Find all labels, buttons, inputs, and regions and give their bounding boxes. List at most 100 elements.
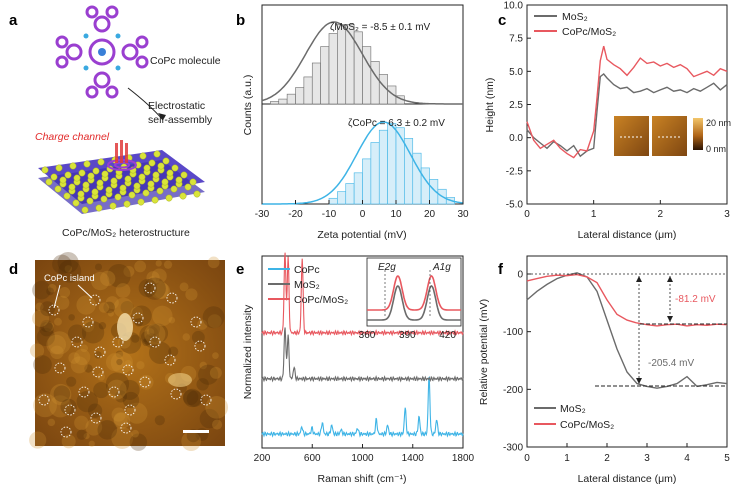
b-bar <box>404 138 414 205</box>
e-inset-tick-label: 360 <box>359 330 376 341</box>
e-inset-line <box>367 285 461 321</box>
panel-letter-c: c <box>498 12 506 29</box>
e-inset-tick-label: 390 <box>399 330 416 341</box>
f-xtick-label: 0 <box>524 453 530 464</box>
copc-island-circle <box>78 386 90 398</box>
f-legend-mos2: MoS₂ <box>560 403 586 415</box>
b-bar <box>337 191 347 205</box>
c-ytick-label: 0.0 <box>509 133 523 144</box>
panel-letter-e: e <box>236 261 244 278</box>
panel-letter-b: b <box>236 12 245 29</box>
copc-island-circle <box>90 412 102 424</box>
e-xtick-label: 1000 <box>351 453 374 464</box>
c-legend: MoS₂ CoPc/MoS₂ <box>534 11 616 38</box>
b-bar <box>387 123 397 205</box>
copc-island-circle <box>89 294 101 306</box>
f-xtick-label: 1 <box>564 453 570 464</box>
charge-channel-beam <box>115 140 128 163</box>
c-xtick-label: 3 <box>724 209 730 220</box>
b-bar <box>270 101 280 105</box>
e-xtick-label: 200 <box>254 453 271 464</box>
c-ytick-label: -5.0 <box>506 200 524 211</box>
c-ytick-label: 5.0 <box>509 67 523 78</box>
panel-f: f 0 1 2 3 4 5 0 -100 -200 -300 -81.2 mV -205.4 mV… <box>478 255 730 485</box>
copc-molecule-icon <box>55 5 149 99</box>
f-annotation-lines <box>527 273 727 387</box>
heterostructure-illustration <box>38 140 205 214</box>
f-ytick-label: -100 <box>503 327 523 338</box>
copc-island-circle <box>122 364 134 376</box>
copc-island-circle <box>149 336 161 348</box>
copc-island-circle <box>60 426 72 438</box>
b-xlabel: Zeta potential (mV) <box>317 229 406 241</box>
copc-island-markers <box>38 282 212 438</box>
plot-frame-c <box>526 4 728 205</box>
b-bar <box>387 85 397 105</box>
f-series-line <box>526 273 728 327</box>
b-bar <box>311 62 321 105</box>
copc-island-circle <box>48 304 60 316</box>
c-inset-afm-images: 20 nm 0 nm <box>614 116 731 156</box>
b-bar <box>395 127 405 205</box>
e-ylabel: Normalized intensity <box>242 304 254 399</box>
f-annotation-red: -81.2 mV <box>675 294 716 305</box>
copc-island-circle <box>194 340 206 352</box>
copc-island-circle <box>190 316 202 328</box>
copc-island-circle <box>164 354 176 366</box>
b-bar <box>320 46 330 105</box>
plot-frame-f <box>526 255 728 448</box>
scale-bottom-label: 0 nm <box>706 144 726 154</box>
f-xtick-label: 3 <box>644 453 650 464</box>
b-bar <box>370 61 380 105</box>
copc-island-circle <box>166 292 178 304</box>
zeta-copc-annotation: ζCoPc = 6.3 ± 0.2 mV <box>348 118 445 129</box>
f-ytick-label: -300 <box>503 443 523 454</box>
heterostructure-label: CoPc/MoS₂ heterostructure <box>62 227 190 239</box>
f-ytick-label: 0 <box>517 270 523 281</box>
copc-island-circle <box>92 366 104 378</box>
inset-color-scale <box>693 118 703 150</box>
c-ytick-label: 7.5 <box>509 34 523 45</box>
copc-island-circle <box>200 394 212 406</box>
e-xlabel: Raman shift (cm⁻¹) <box>318 473 407 485</box>
copc-island-circle <box>71 336 83 348</box>
e-spectrum-line <box>261 376 464 438</box>
assembly-label-1: Electrostatic <box>148 100 205 112</box>
b-xtick-label: 10 <box>390 209 402 220</box>
copc-island-circle <box>112 336 124 348</box>
copc-island-circle <box>108 386 120 398</box>
charge-channel-label: Charge channel <box>35 131 110 143</box>
assembly-label-2: self-assembly <box>148 114 213 126</box>
a1g-label: A1g <box>432 262 451 273</box>
b-xtick-label: -10 <box>322 209 337 220</box>
b-bar <box>420 167 430 205</box>
copc-island-circle <box>124 404 136 416</box>
panel-c: c 0 1 2 3 -5.0 -2.5 0.0 2.5 5.0 7.5 10.0 MoS₂ CoPc… <box>484 1 731 242</box>
f-legend-copc-mos2: CoPc/MoS₂ <box>560 419 614 431</box>
e-legend-copc-mos2: CoPc/MoS₂ <box>294 294 348 306</box>
c-ytick-label: 10.0 <box>504 1 524 12</box>
b-bar <box>345 24 355 105</box>
b-bar <box>370 142 380 205</box>
scale-top-label: 20 nm <box>706 118 731 128</box>
copc-island-circle <box>139 376 151 388</box>
panel-letter-d: d <box>9 261 18 278</box>
e-legend-mos2: MoS₂ <box>294 279 320 291</box>
copc-island-circle <box>82 316 94 328</box>
f-xtick-label: 4 <box>684 453 690 464</box>
b-bar <box>345 183 355 205</box>
panel-b: b ζMoS₂ = -8.5 ± 0.1 mV ζCoPc = 6.3 ± 0.… <box>236 4 469 241</box>
copc-island-circle <box>64 404 76 416</box>
copc-island-circle <box>144 282 156 294</box>
e-xtick-label: 1400 <box>402 453 425 464</box>
copc-island-circle <box>120 422 132 434</box>
b-bar <box>303 76 313 105</box>
b-xtick-label: 30 <box>457 209 469 220</box>
e-inset: E2g A1g 360 390 420 <box>359 257 462 341</box>
arrow-head-icon <box>158 113 166 120</box>
f-xtick-label: 2 <box>604 453 610 464</box>
b-bar <box>295 87 305 105</box>
assembly-arrow <box>127 87 164 121</box>
c-xlabel: Lateral distance (μm) <box>578 229 677 241</box>
